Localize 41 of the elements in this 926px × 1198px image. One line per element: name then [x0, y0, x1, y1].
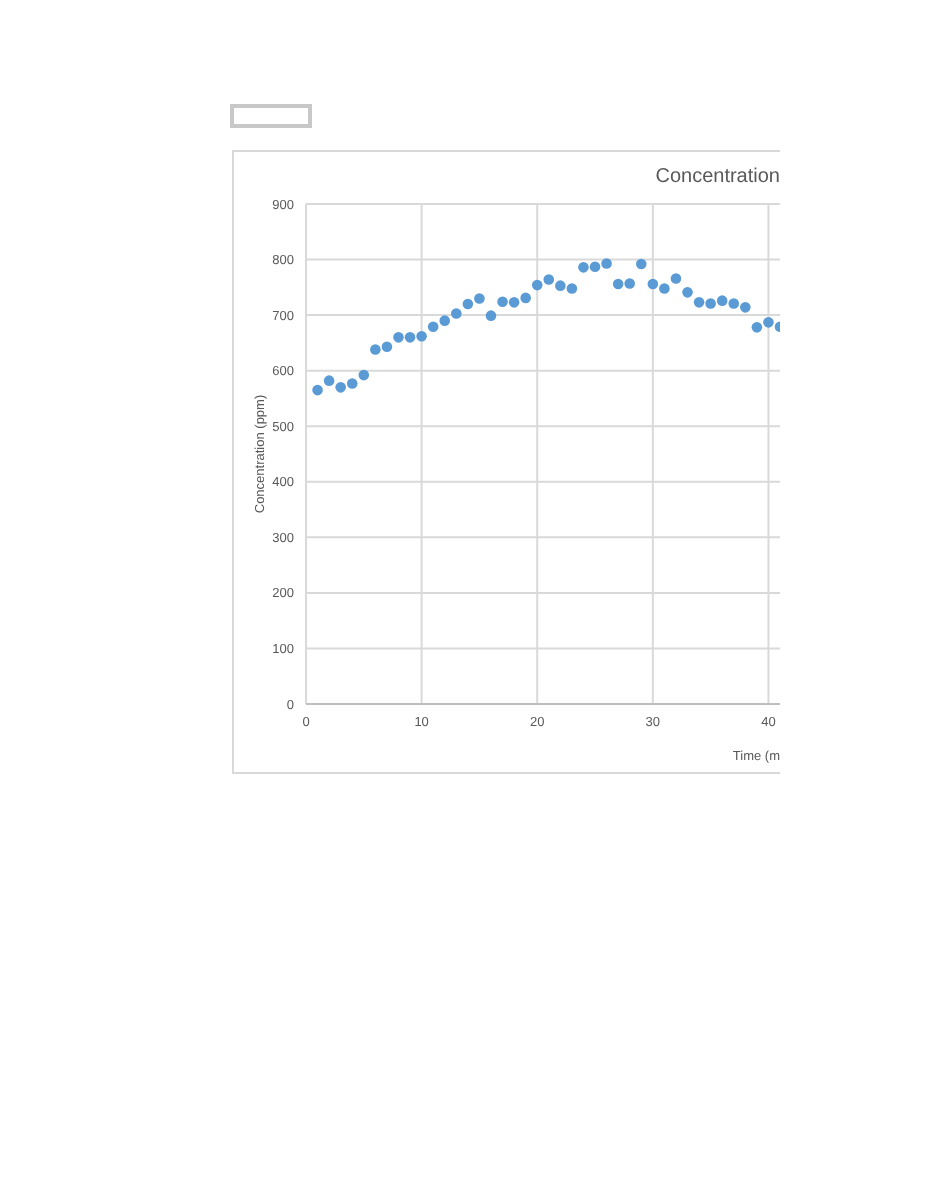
- point: [393, 332, 404, 343]
- point: [497, 296, 508, 308]
- point: [601, 258, 612, 269]
- point: [693, 297, 705, 308]
- point: [751, 322, 763, 333]
- point: [474, 293, 485, 304]
- point: [427, 321, 439, 333]
- point: [543, 274, 555, 285]
- point: [578, 262, 589, 273]
- point: [451, 308, 462, 319]
- point: [416, 330, 427, 342]
- point: [589, 261, 601, 273]
- point: [659, 283, 670, 294]
- point: [462, 298, 474, 310]
- point: [323, 375, 335, 386]
- point: [485, 310, 497, 321]
- point: [346, 378, 358, 389]
- point: [531, 279, 543, 291]
- point: [508, 297, 520, 308]
- point: [612, 278, 624, 290]
- point: [439, 315, 451, 326]
- point: [728, 298, 740, 309]
- point: [740, 302, 751, 313]
- point: [381, 341, 393, 353]
- point: [682, 287, 693, 298]
- point: [716, 295, 728, 306]
- point: [555, 280, 566, 291]
- point: [635, 258, 647, 270]
- point: [358, 369, 370, 381]
- point: [670, 273, 682, 284]
- point: [370, 344, 381, 355]
- point: [566, 283, 578, 294]
- chart-title: Concentration: [655, 166, 780, 188]
- point: [520, 292, 531, 304]
- point: [312, 384, 323, 396]
- point: [335, 382, 346, 393]
- point: [404, 332, 416, 343]
- point: [763, 317, 774, 328]
- point: [624, 278, 635, 289]
- point: [705, 298, 716, 309]
- point: [647, 278, 659, 290]
